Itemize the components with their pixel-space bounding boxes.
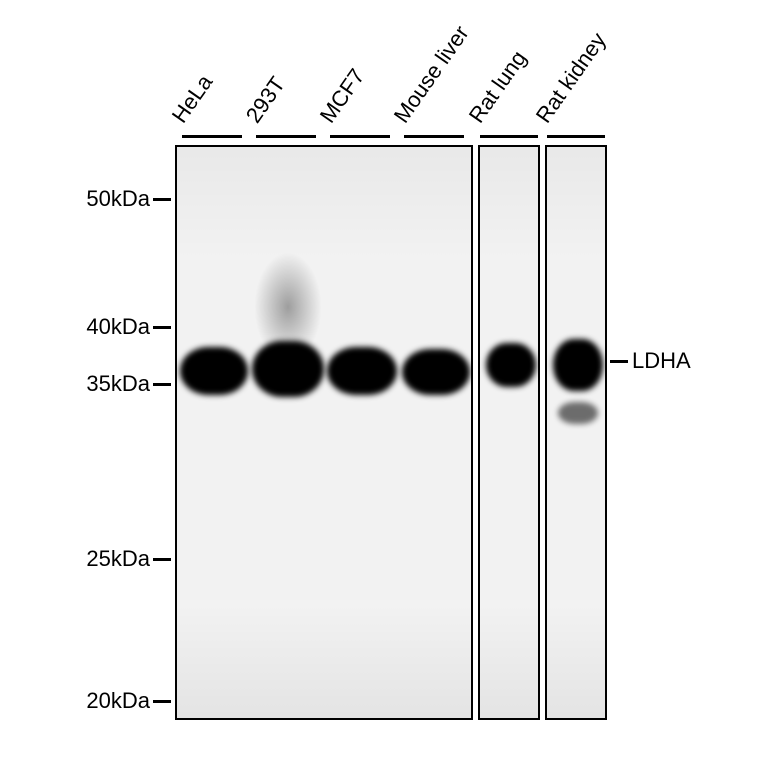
mw-tick	[153, 700, 171, 703]
film-gradient	[547, 147, 605, 718]
mw-label-text: 50kDa	[86, 186, 150, 211]
target-label-text: LDHA	[632, 348, 691, 373]
lane-label: MCF7	[315, 64, 371, 128]
mw-tick	[153, 198, 171, 201]
lane-label: HeLa	[167, 70, 218, 128]
mw-label: 25kDa	[72, 546, 150, 572]
mw-label-text: 20kDa	[86, 688, 150, 713]
lane-label-text: MCF7	[315, 64, 370, 127]
band-secondary	[558, 402, 598, 424]
lane-label-text: HeLa	[167, 70, 218, 127]
band	[402, 349, 470, 395]
band	[180, 347, 248, 395]
mw-label: 40kDa	[72, 314, 150, 340]
band	[553, 339, 603, 391]
mw-tick	[153, 558, 171, 561]
lane-tick	[256, 135, 316, 138]
lane-label: Mouse liver	[389, 21, 475, 128]
lane-label: 293T	[241, 72, 291, 128]
mw-label-text: 40kDa	[86, 314, 150, 339]
mw-tick	[153, 383, 171, 386]
lane-label-text: Rat kidney	[531, 28, 611, 127]
lane-label: Rat lung	[464, 46, 532, 128]
mw-label: 20kDa	[72, 688, 150, 714]
blot-panel-ratlung	[478, 145, 540, 720]
band	[327, 347, 397, 395]
lane-label-text: Rat lung	[464, 46, 531, 127]
mw-label-text: 25kDa	[86, 546, 150, 571]
lane-tick	[547, 135, 605, 138]
lane-label-text: 293T	[241, 72, 290, 127]
lane-tick	[182, 135, 242, 138]
lane-label-text: Mouse liver	[389, 21, 474, 127]
lane-label: Rat kidney	[531, 28, 612, 128]
target-tick	[610, 360, 628, 363]
blot-panel-main	[175, 145, 473, 720]
lane-tick	[330, 135, 390, 138]
lane-tick	[404, 135, 464, 138]
mw-label: 35kDa	[72, 371, 150, 397]
mw-label-text: 35kDa	[86, 371, 150, 396]
mw-tick	[153, 326, 171, 329]
mw-label: 50kDa	[72, 186, 150, 212]
lane-tick	[480, 135, 538, 138]
film-gradient	[480, 147, 538, 718]
band	[252, 341, 324, 397]
blot-panel-ratkidney	[545, 145, 607, 720]
western-blot-figure: HeLa 293T MCF7 Mouse liver Rat lung Rat …	[0, 0, 764, 764]
target-label: LDHA	[632, 348, 691, 374]
film-gradient	[177, 147, 471, 718]
band	[486, 343, 536, 387]
